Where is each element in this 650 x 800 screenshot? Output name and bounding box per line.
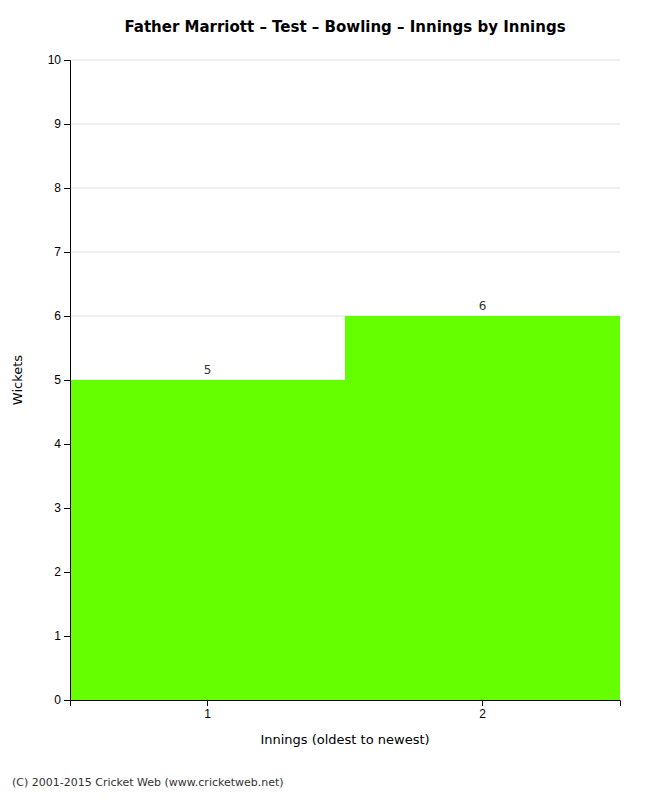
x-axis-label: Innings (oldest to newest) <box>260 732 429 747</box>
tick: 6 <box>54 309 70 323</box>
grid <box>70 60 620 700</box>
data-label: 6 <box>479 299 487 313</box>
tick-mark <box>207 700 208 706</box>
tick-label: 4 <box>54 437 61 451</box>
x-axis: 12 <box>71 700 621 721</box>
tick-mark <box>482 700 483 706</box>
tick-mark <box>64 444 70 445</box>
tick-label: 6 <box>54 309 61 323</box>
tick: 2 <box>479 700 486 721</box>
grid-line <box>70 252 620 253</box>
tick-label: 1 <box>204 707 211 721</box>
tick-mark <box>64 60 70 61</box>
tick-mark <box>64 508 70 509</box>
grid-line <box>70 60 620 61</box>
tick-label: 0 <box>54 693 61 707</box>
tick-label: 1 <box>54 629 61 643</box>
tick: 7 <box>54 245 70 259</box>
tick: 2 <box>54 565 70 579</box>
grid-line <box>70 188 620 189</box>
data-labels: 56 <box>204 299 487 377</box>
tick: 5 <box>54 373 70 387</box>
plot-area: 5612012345678910 <box>48 53 621 720</box>
chart: 5612012345678910Father Marriott – Test –… <box>0 0 650 800</box>
y-axis-label: Wickets <box>10 355 25 405</box>
axis-line <box>64 61 71 701</box>
tick-mark <box>64 380 70 381</box>
tick-mark <box>64 572 70 573</box>
tick: 3 <box>54 501 70 515</box>
axis-line <box>71 701 621 707</box>
title: Father Marriott – Test – Bowling – Innin… <box>124 18 565 36</box>
tick: 1 <box>54 629 70 643</box>
tick-mark <box>64 124 70 125</box>
bars <box>70 316 620 700</box>
data-label: 5 <box>204 363 212 377</box>
tick: 10 <box>48 53 70 67</box>
tick-label: 10 <box>48 53 62 67</box>
tick-label: 2 <box>479 707 486 721</box>
tick: 4 <box>54 437 70 451</box>
grid-line <box>70 124 620 125</box>
bar <box>345 316 620 700</box>
tick: 0 <box>54 693 70 707</box>
tick: 8 <box>54 181 70 195</box>
tick-label: 2 <box>54 565 61 579</box>
y-axis: 0 1 2 3 4 5 6 7 8 9 10 <box>48 53 71 707</box>
tick-mark <box>64 636 70 637</box>
tick-mark <box>64 316 70 317</box>
tick-label: 9 <box>54 117 61 131</box>
tick-label: 7 <box>54 245 61 259</box>
tick-mark <box>64 188 70 189</box>
tick-label: 3 <box>54 501 61 515</box>
tick-label: 5 <box>54 373 61 387</box>
footer: (C) 2001-2015 Cricket Web (www.cricketwe… <box>12 776 284 789</box>
tick-mark <box>64 252 70 253</box>
tick: 1 <box>204 700 211 721</box>
tick-mark <box>64 700 70 701</box>
tick-label: 8 <box>54 181 61 195</box>
tick: 9 <box>54 117 70 131</box>
bar <box>70 380 345 700</box>
